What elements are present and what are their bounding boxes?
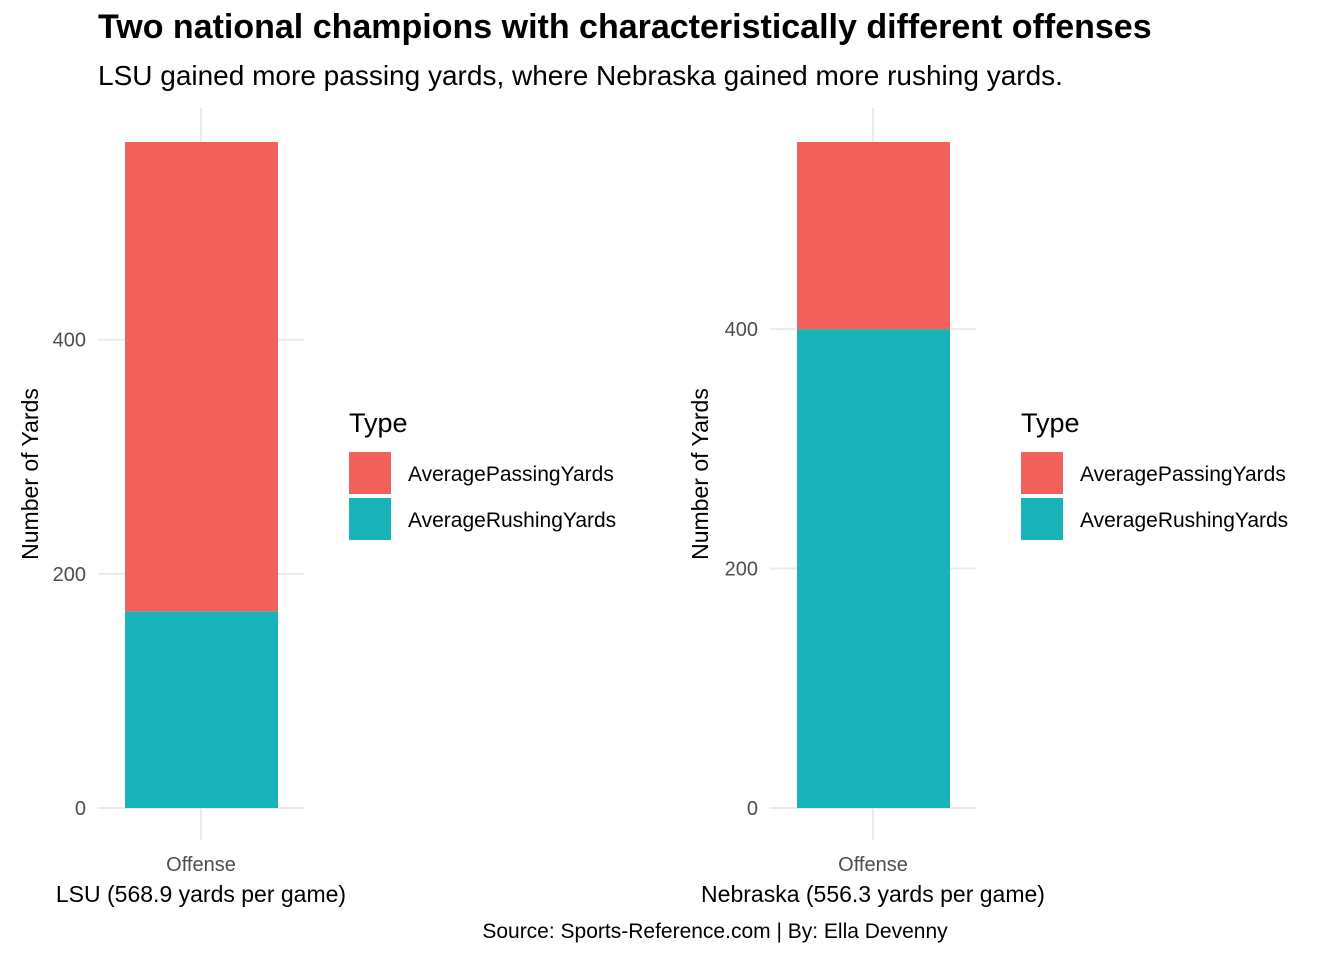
panel-1-legend-label-averagepassingyards: AveragePassingYards: [408, 463, 614, 486]
panel-1-legend-label-averagerushingyards: AverageRushingYards: [408, 509, 616, 532]
panel-1-y-tick-label: 400: [53, 330, 86, 352]
panel-1-y-tick-label: 200: [53, 564, 86, 586]
panel-2-legend-title: Type: [1021, 408, 1080, 438]
panel-1-legend-title: Type: [349, 408, 408, 438]
panel-2-legend-label-averagepassingyards: AveragePassingYards: [1080, 463, 1286, 486]
panel-2-legend-label-averagerushingyards: AverageRushingYards: [1080, 509, 1288, 532]
panel-1-bar-averagerushingyards: [125, 611, 278, 808]
panel-1-x-tick-label: Offense: [166, 854, 236, 876]
caption: Source: Sports-Reference.com | By: Ella …: [482, 920, 948, 943]
panel-2-bar-averagerushingyards: [797, 329, 950, 808]
panel-1-legend-key-averagerushingyards: [349, 498, 391, 540]
panel-2-y-tick-label: 0: [747, 798, 758, 820]
panel-1-legend-key-averagepassingyards: [349, 452, 391, 494]
panel-2-y-tick-label: 200: [725, 559, 758, 581]
chart-title: Two national champions with characterist…: [98, 8, 1152, 46]
panel-2-x-tick-label: Offense: [838, 854, 908, 876]
panel-1-y-axis-title: Number of Yards: [17, 388, 43, 560]
panel-2-legend-key-averagepassingyards: [1021, 452, 1063, 494]
panel-1-y-tick-label: 0: [75, 798, 86, 820]
panel-1-bar-averagepassingyards: [125, 142, 278, 612]
panel-2-bar-averagepassingyards: [797, 142, 950, 330]
panel-1-x-axis-title: LSU (568.9 yards per game): [56, 881, 346, 907]
panel-2-legend-key-averagerushingyards: [1021, 498, 1063, 540]
panel-2-y-axis-title: Number of Yards: [687, 388, 713, 560]
panel-2-y-tick-label: 400: [725, 319, 758, 341]
panel-2-x-axis-title: Nebraska (556.3 yards per game): [701, 881, 1045, 907]
chart-subtitle: LSU gained more passing yards, where Neb…: [98, 60, 1063, 91]
